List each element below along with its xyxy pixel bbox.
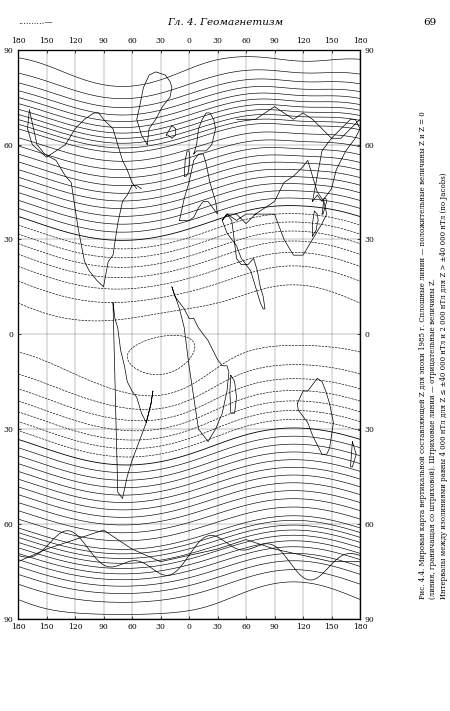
Text: Рис. 4.4. Мировая карта вертикальной составляющей Z для эпохи 1985 г. Сплошные л: Рис. 4.4. Мировая карта вертикальной сос… <box>419 112 448 599</box>
Text: Гл. 4. Геомагнетизм: Гл. 4. Геомагнетизм <box>167 18 283 27</box>
Text: ..........—: ..........— <box>18 18 53 26</box>
Text: 69: 69 <box>423 18 436 27</box>
